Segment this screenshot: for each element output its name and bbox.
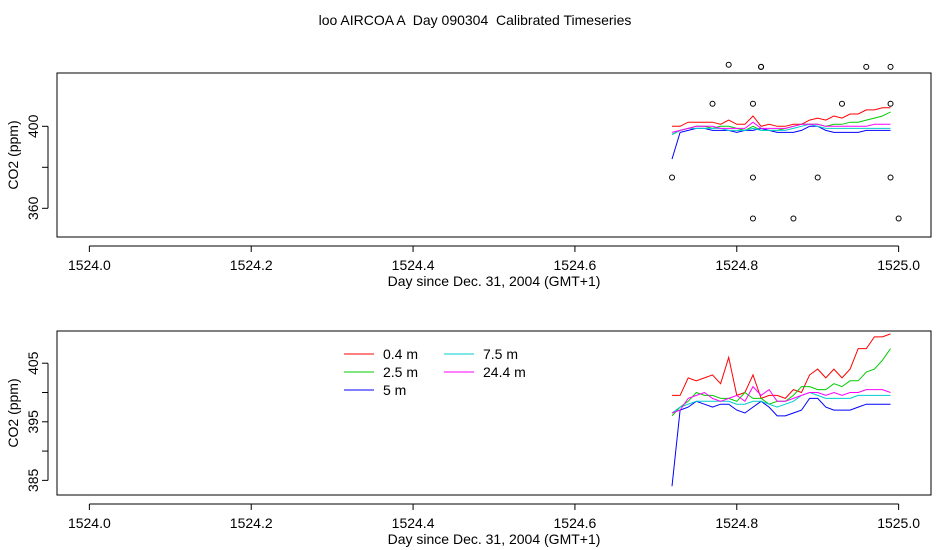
data-marker xyxy=(838,100,845,107)
data-marker xyxy=(725,61,732,68)
data-marker xyxy=(749,215,756,222)
x-tick-label: 1524.4 xyxy=(392,515,435,531)
data-marker xyxy=(758,63,765,70)
data-marker xyxy=(887,100,894,107)
page-title: loo AIRCOA A Day 090304 Calibrated Times… xyxy=(318,12,632,28)
series-line-2-5-m xyxy=(671,111,891,135)
legend-label: 5 m xyxy=(383,382,406,398)
x-tick-label: 1524.6 xyxy=(554,257,597,273)
data-marker xyxy=(887,63,894,70)
series-line-7-5-m xyxy=(671,123,891,135)
data-marker xyxy=(749,174,756,181)
y-tick-label: 360 xyxy=(25,196,41,220)
series-line-5-m xyxy=(671,397,891,487)
x-tick-label: 1524.8 xyxy=(715,515,758,531)
y-tick-label: 400 xyxy=(25,114,41,138)
data-marker xyxy=(749,100,756,107)
legend-label: 0.4 m xyxy=(383,346,418,362)
y-axis-label: CO2 (ppm) xyxy=(5,120,21,189)
y-tick-label: 405 xyxy=(25,351,41,375)
x-tick-label: 1524.6 xyxy=(554,515,597,531)
data-marker xyxy=(814,174,821,181)
x-tick-label: 1524.4 xyxy=(392,257,435,273)
data-marker xyxy=(669,174,676,181)
data-marker xyxy=(887,174,894,181)
x-tick-label: 1524.8 xyxy=(715,257,758,273)
series-line-0-4-m xyxy=(672,107,891,127)
series-line-7-5-m xyxy=(671,391,891,414)
series-line-5-m xyxy=(671,125,891,160)
series-line-24-4-m xyxy=(671,121,891,133)
series-line-24-4-m xyxy=(671,385,891,414)
y-tick-label: 395 xyxy=(25,410,41,434)
data-marker xyxy=(863,63,870,70)
x-tick-label: 1524.2 xyxy=(230,257,273,273)
x-axis-label: Day since Dec. 31, 2004 (GMT+1) xyxy=(388,273,601,289)
data-marker xyxy=(709,100,716,107)
legend-label: 2.5 m xyxy=(383,364,418,380)
co2-panel-bottom: 1524.0 1524.2 1524.4 1524.6 1524.8 1525.0 Day … xyxy=(5,330,932,547)
legend-label: 24.4 m xyxy=(483,364,526,380)
y-axis-label: CO2 (ppm) xyxy=(5,378,21,447)
series-line-0-4-m xyxy=(672,333,891,400)
y-tick-label: 385 xyxy=(25,468,41,492)
legend-label: 7.5 m xyxy=(483,346,518,362)
x-tick-label: 1524.0 xyxy=(68,257,111,273)
x-axis-label: Day since Dec. 31, 2004 (GMT+1) xyxy=(388,531,601,547)
x-tick-label: 1525.0 xyxy=(877,257,920,273)
co2-panel-top: 1524.0 1524.2 1524.4 1524.6 1524.8 1525.0 Day … xyxy=(5,61,932,289)
data-marker xyxy=(895,215,902,222)
x-tick-label: 1524.0 xyxy=(68,515,111,531)
plot-frame xyxy=(56,330,932,496)
plot-frame xyxy=(56,72,932,238)
x-tick-label: 1525.0 xyxy=(877,515,920,531)
data-marker xyxy=(790,215,797,222)
x-tick-label: 1524.2 xyxy=(230,515,273,531)
plot-area xyxy=(671,333,891,487)
plot-area xyxy=(671,107,891,160)
